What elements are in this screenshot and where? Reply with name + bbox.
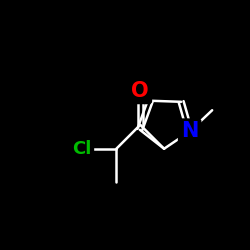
Text: Cl: Cl: [72, 140, 92, 158]
Text: N: N: [181, 122, 198, 142]
Text: O: O: [132, 81, 149, 101]
